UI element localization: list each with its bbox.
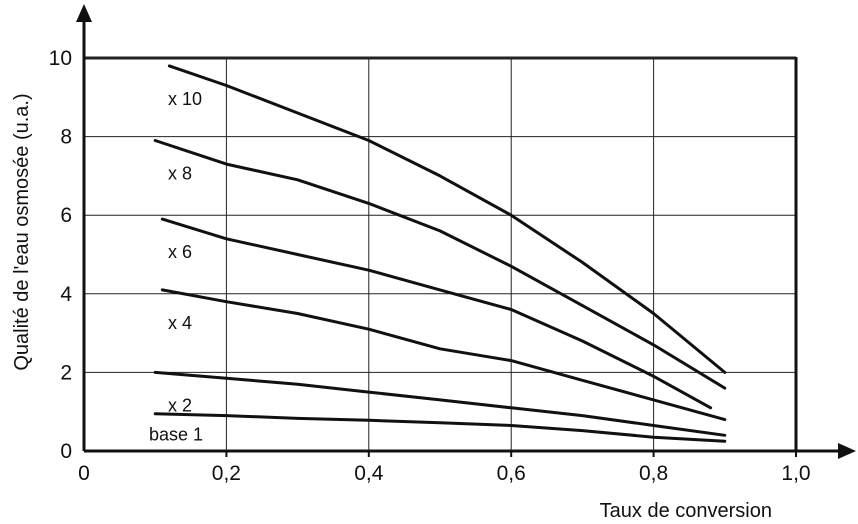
series-label: x 6 (168, 242, 192, 262)
y-tick-labels: 0 2 4 6 8 10 (49, 47, 73, 463)
y-axis-title: Qualité de l'eau osmosée (u.a.) (11, 93, 33, 370)
series-label: base 1 (149, 425, 203, 445)
series-line (153, 412, 727, 443)
y-axis-arrow (76, 4, 92, 22)
x-tick-label: 0,2 (212, 462, 241, 485)
series-line (167, 64, 727, 374)
y-tick-label: 8 (60, 126, 72, 149)
y-tick-label: 2 (60, 361, 72, 384)
x-tick-label: 0,8 (639, 462, 668, 485)
series-line (153, 139, 727, 390)
x-tick-label: 0,4 (354, 462, 384, 485)
series-line (160, 288, 727, 422)
x-tick-label: 1,0 (781, 462, 810, 485)
y-tick-label: 6 (60, 204, 72, 227)
x-tick-label: 0 (78, 462, 90, 485)
y-tick-label: 10 (49, 47, 72, 70)
series-label: x 8 (168, 164, 192, 184)
series-labels: x 10 x 8 x 6 x 4 x 2 base 1 (149, 89, 203, 445)
y-tick-label: 0 (60, 440, 72, 463)
x-tick-label: 0,6 (497, 462, 526, 485)
x-axis-arrow (838, 443, 856, 459)
x-tick-labels: 0 0,2 0,4 0,6 0,8 1,0 (78, 462, 810, 485)
series-line (153, 370, 727, 437)
axes (76, 4, 856, 459)
series-label: x 4 (168, 313, 192, 333)
series-line (160, 217, 713, 410)
series-label: x 2 (168, 395, 192, 415)
series-lines (153, 64, 727, 443)
x-axis-title: Taux de conversion (600, 500, 772, 522)
y-tick-label: 4 (60, 283, 72, 306)
series-label: x 10 (168, 89, 202, 109)
